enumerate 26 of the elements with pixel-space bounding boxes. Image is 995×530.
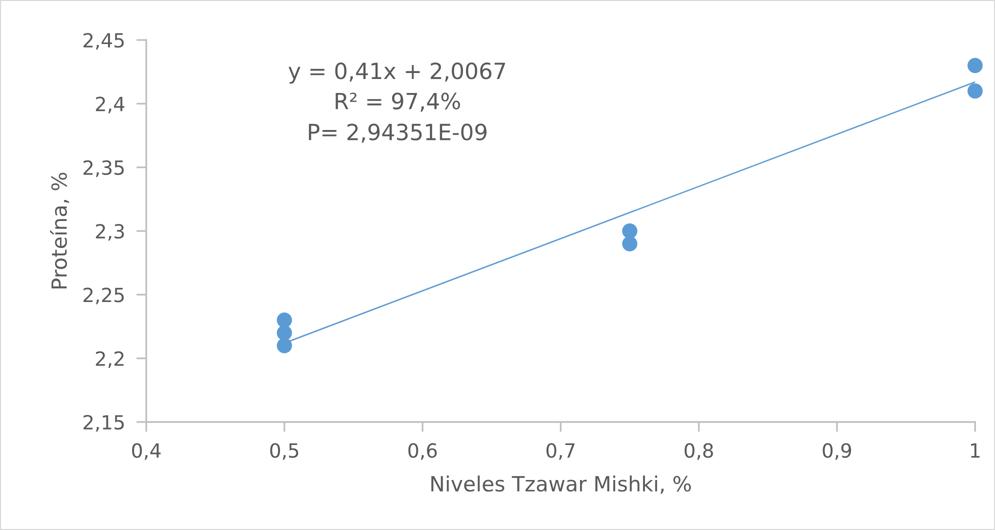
y-tick-label: 2,3 (96, 224, 124, 241)
x-tick-label: 1 (971, 443, 980, 458)
point (622, 223, 638, 239)
y-tick-label: 2,35 (84, 160, 124, 177)
annotation: y = 0,41x + 2,0067 (288, 62, 506, 84)
x-tick-label: 0,5 (270, 443, 298, 460)
y-tick-label: 2,2 (96, 351, 124, 368)
annotation: R² = 97,4% (336, 92, 460, 112)
x-tick-label: 0,8 (684, 443, 713, 460)
point (622, 236, 638, 252)
x-tick-label: 0,7 (546, 443, 574, 460)
point (967, 83, 983, 99)
y-axis-title: Proteína, % (50, 172, 70, 288)
x-axis-title: Niveles Tzawar Mishki, % (431, 476, 691, 494)
x-tick-label: 0,4 (132, 443, 161, 460)
y-tick-label: 2,25 (84, 288, 124, 304)
point (276, 312, 292, 328)
point (276, 338, 292, 354)
x-tick-label: 0,9 (822, 443, 852, 460)
y-tick-label: 2,15 (84, 414, 124, 432)
annotation: P= 2,94351E-09 (308, 124, 486, 143)
y-tick-label: 2,45 (84, 32, 124, 50)
y-tick-label: 2,4 (96, 96, 124, 114)
point (276, 325, 292, 340)
x-tick-label: 0,6 (408, 443, 437, 460)
point (967, 58, 983, 74)
